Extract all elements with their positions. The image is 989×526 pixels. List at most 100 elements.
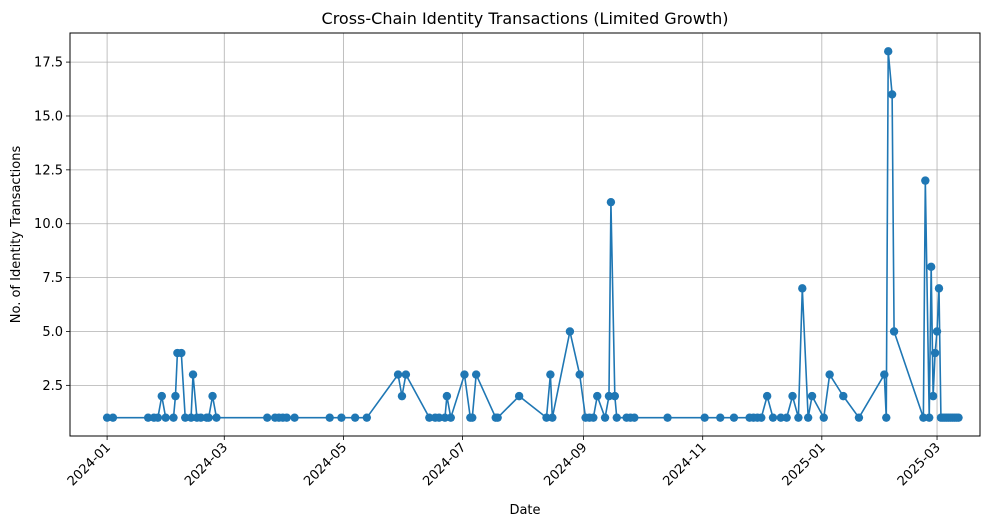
data-point [542,413,551,422]
data-point [612,413,621,422]
data-point [928,391,938,401]
y-tick-label: 2.5 [42,379,63,394]
x-tick-label: 2024-05 [301,440,350,489]
grid [70,33,980,436]
data-point [716,413,725,422]
data-point [600,413,610,422]
data-point [397,391,407,401]
data-point [630,413,639,422]
data-point [932,327,942,336]
data-point [887,90,897,99]
data-point [181,413,190,422]
data-point [575,370,584,379]
data-point [546,370,555,379]
x-tick-label: 2024-07 [420,440,469,489]
data-point [803,413,813,422]
data-point [440,413,450,422]
data-point [434,413,444,422]
data-point [825,370,834,379]
data-point [663,413,672,422]
data-point [493,413,502,422]
data-point [157,391,166,401]
data-point [606,197,616,207]
data-point [325,413,334,422]
data-point [757,413,766,422]
data-point [108,413,118,422]
data-point [925,413,934,422]
data-point [186,413,196,422]
data-point [263,413,272,422]
y-tick-label: 15.0 [34,109,63,124]
y-axis-ticks: 2.5 5.0 7.5 10.0 12.5 15.0 17.5 [34,56,70,394]
data-point [921,176,930,185]
x-axis-label: Date [509,503,540,518]
data-point [788,391,797,401]
data-point [604,391,614,401]
data-point [350,413,360,422]
data-point [854,413,864,422]
data-point [762,391,772,401]
y-tick-label: 12.5 [34,163,63,178]
data-point [169,413,178,422]
data-point [514,391,524,401]
data-point [171,391,180,401]
data-point [807,391,817,401]
data-point [880,370,889,379]
x-tick-label: 2024-11 [661,440,710,489]
y-axis-label: No. of Identity Transactions [9,146,24,324]
data-point [884,47,893,56]
data-point [425,413,434,422]
data-point [610,391,620,401]
data-point [460,370,469,379]
data-point [839,391,848,401]
data-point [589,413,598,422]
data-point [565,327,575,336]
data-point [196,413,206,422]
data-point [102,413,112,422]
data-point [930,348,940,358]
x-tick-label: 2025-03 [895,440,944,489]
data-point [768,413,778,422]
x-tick-label: 2025-01 [780,440,829,489]
data-point [471,370,481,379]
data-point [934,284,944,293]
data-point [204,413,213,422]
data-point [290,413,299,422]
y-tick-label: 7.5 [42,271,63,286]
data-point [782,413,791,422]
data-point [446,413,455,422]
chart-title: Cross-Chain Identity Transactions (Limit… [322,9,729,28]
plot-frame [69,32,981,437]
data-point [153,413,163,422]
data-point [882,413,891,422]
data-point [401,370,411,379]
data-point [926,262,936,272]
x-tick-label: 2024-01 [65,440,114,489]
data-point [593,391,602,401]
data-point [776,413,786,422]
data-point [212,413,221,422]
data-point [954,413,963,422]
data-point [208,391,217,401]
x-tick-label: 2024-09 [541,440,590,489]
x-axis-ticks: 2024-01 2024-03 2024-05 2024-07 2024-09 2024-… [65,436,944,489]
data-point [889,327,899,336]
data-point [919,413,928,422]
series-layer [102,47,963,422]
data-point [177,348,186,358]
data-point [794,413,803,422]
data-point [337,413,346,422]
y-tick-label: 17.5 [34,56,63,71]
data-point [700,413,709,422]
series-line [107,50,959,419]
data-point [161,413,170,422]
data-point [188,370,198,379]
data-point [819,413,828,422]
data-point [729,413,739,422]
x-tick-label: 2024-03 [182,440,231,489]
data-point [548,413,557,422]
data-point [393,370,403,379]
data-point [798,284,807,293]
data-point [468,413,477,422]
